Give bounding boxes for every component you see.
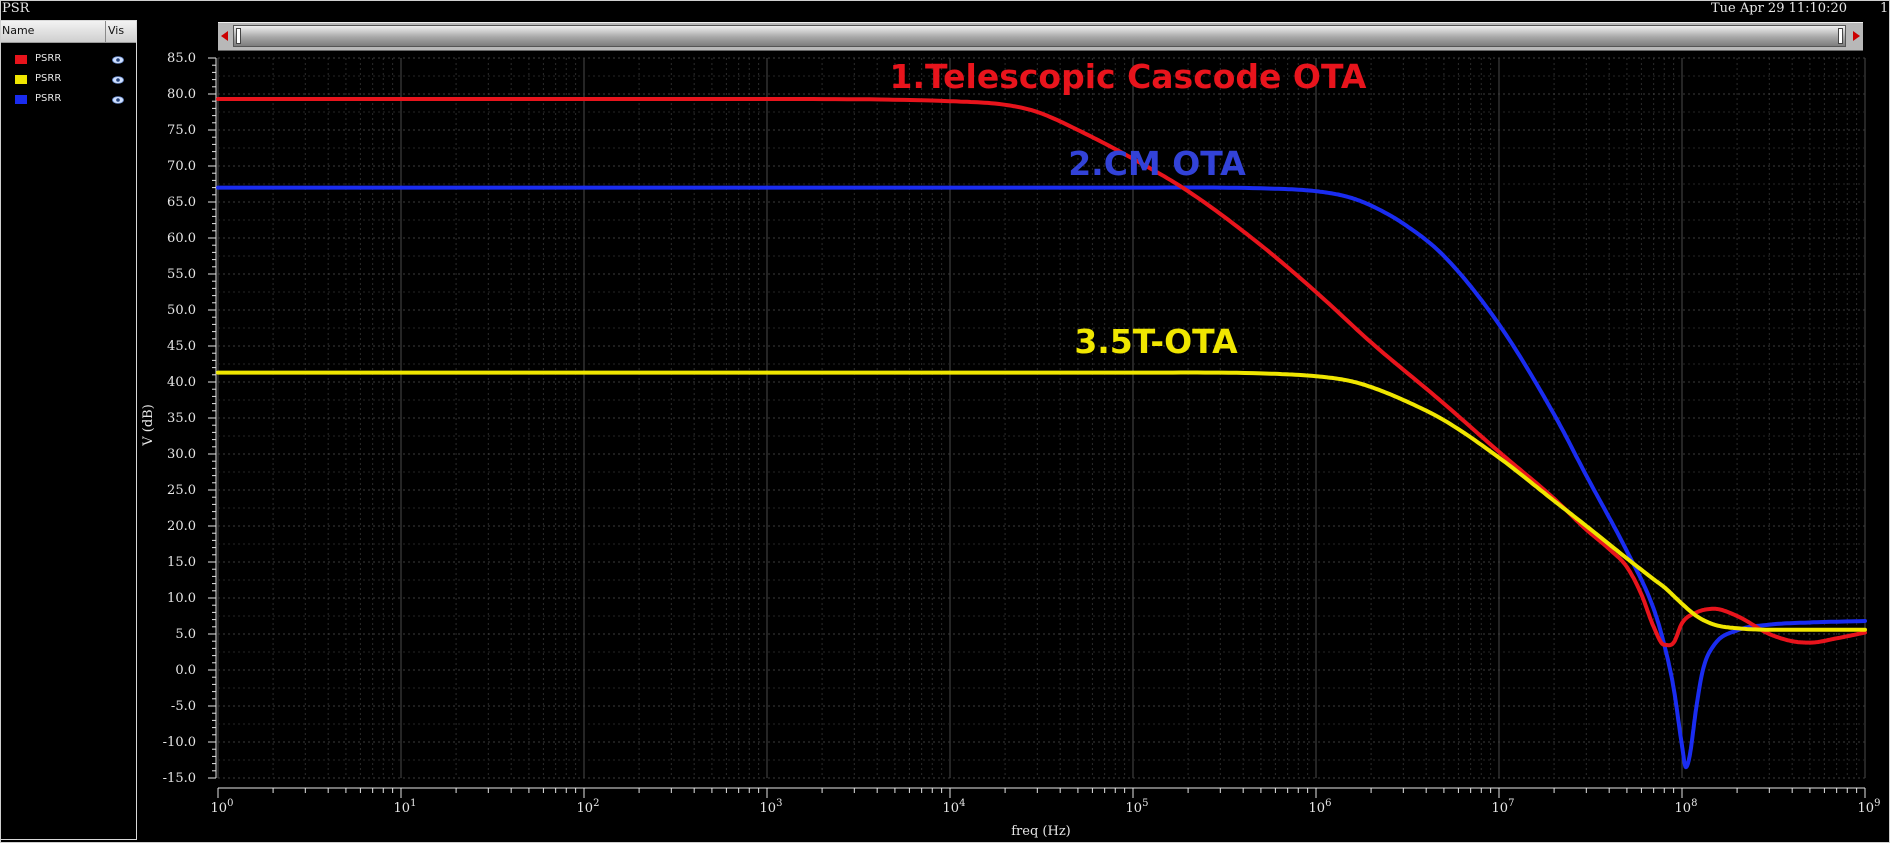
- y-tick-label: 35.0: [167, 411, 196, 426]
- y-tick-label: 25.0: [167, 483, 196, 498]
- y-tick-label: 10.0: [167, 591, 196, 606]
- color-swatch-blue: [15, 95, 27, 104]
- annotation-label: 3.5T-OTA: [1074, 322, 1238, 361]
- y-tick-label: 40.0: [167, 375, 196, 390]
- legend-item-label: PSRR: [35, 53, 62, 64]
- legend-item-label: PSRR: [35, 93, 62, 104]
- x-axis-label: freq (Hz): [1011, 824, 1071, 839]
- y-tick-label: 75.0: [167, 123, 196, 138]
- legend-header-name[interactable]: Name: [2, 24, 35, 37]
- series-line-2: [216, 185, 1867, 770]
- x-tick-label: 106: [1309, 798, 1332, 816]
- series-layer: [216, 97, 1867, 770]
- x-tick-label: 107: [1492, 798, 1515, 816]
- x-tick-label: 109: [1858, 798, 1881, 816]
- arrow-right-icon[interactable]: [1853, 31, 1860, 41]
- legend-header-vis[interactable]: Vis: [108, 24, 125, 37]
- grid: [217, 57, 1866, 779]
- y-tick-label: 20.0: [167, 519, 196, 534]
- x-tick-label: 103: [760, 798, 783, 816]
- y-tick-label: 15.0: [167, 555, 196, 570]
- legend-item-blue[interactable]: PSRR: [1, 91, 136, 109]
- page-indicator: 1: [1880, 1, 1889, 16]
- thumb-handle-left[interactable]: [236, 28, 241, 44]
- x-tick-label: 101: [394, 798, 417, 816]
- x-tick-label: 104: [943, 798, 966, 816]
- datetime-label: Tue Apr 29 11:10:20: [1711, 1, 1847, 16]
- y-tick-label: 60.0: [167, 231, 196, 246]
- horizontal-scrollbar[interactable]: [218, 22, 1863, 51]
- title-bar: PSR Tue Apr 29 11:10:20 1: [0, 0, 1890, 20]
- y-tick-label: 0.0: [175, 663, 196, 678]
- x-tick-label: 105: [1126, 798, 1149, 816]
- y-tick-label: 70.0: [167, 159, 196, 174]
- y-axis-label: V (dB): [141, 404, 156, 447]
- thumb-handle-right[interactable]: [1838, 28, 1843, 44]
- axes: 85.0 80.0 75.0 70.0 65.0 60.0 55.0 50.0 45.0 40.0…: [163, 51, 1881, 816]
- x-tick-label: 100: [211, 798, 234, 816]
- y-tick-label: 50.0: [167, 303, 196, 318]
- eye-icon[interactable]: [112, 54, 124, 66]
- y-tick-label: 5.0: [175, 627, 196, 642]
- annotation-label: 1.Telescopic Cascode OTA: [890, 57, 1367, 96]
- arrow-left-icon[interactable]: [221, 31, 228, 41]
- y-tick-label: 55.0: [167, 267, 196, 282]
- annotation-label: 2.CM OTA: [1068, 144, 1246, 183]
- eye-icon[interactable]: [112, 74, 124, 86]
- color-swatch-yellow: [15, 75, 27, 84]
- y-tick-label: 85.0: [167, 51, 196, 66]
- y-tick-label: -15.0: [163, 771, 196, 786]
- legend-panel: Name Vis PSRR PSRR PSRR: [0, 20, 137, 840]
- eye-icon[interactable]: [112, 94, 124, 106]
- y-tick-label: 30.0: [167, 447, 196, 462]
- legend-header: Name Vis: [1, 21, 136, 43]
- y-tick-label: 80.0: [167, 87, 196, 102]
- legend-item-label: PSRR: [35, 73, 62, 84]
- legend-header-divider: [105, 21, 106, 42]
- scroll-thumb[interactable]: [233, 25, 1846, 47]
- x-tick-label: 108: [1675, 798, 1698, 816]
- y-tick-label: -10.0: [163, 735, 196, 750]
- legend-item-yellow[interactable]: PSRR: [1, 71, 136, 89]
- y-tick-label: 45.0: [167, 339, 196, 354]
- y-tick-label: -5.0: [171, 699, 196, 714]
- window-title: PSR: [2, 1, 30, 16]
- legend-item-red[interactable]: PSRR: [1, 51, 136, 69]
- series-line-1: [216, 370, 1867, 632]
- y-tick-label: 65.0: [167, 195, 196, 210]
- color-swatch-red: [15, 55, 27, 64]
- x-tick-label: 102: [577, 798, 600, 816]
- annotations: 1.Telescopic Cascode OTA 2.CM OTA 3.5T-OTA: [890, 57, 1367, 361]
